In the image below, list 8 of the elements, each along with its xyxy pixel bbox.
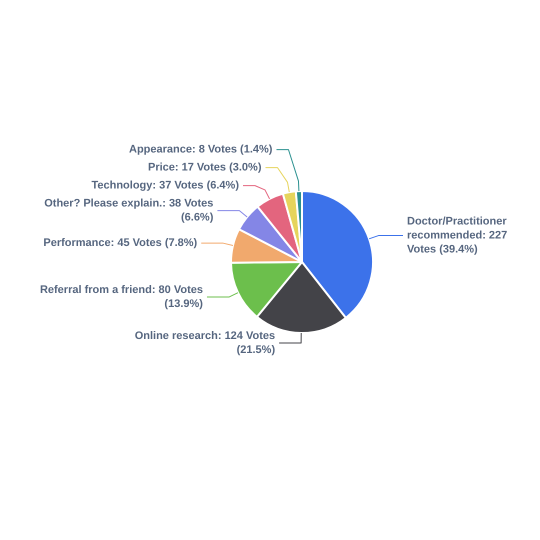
slice-label: Doctor/Practitioner recommended: 227 Votes (39.4%) <box>407 216 508 256</box>
slice-label: Technology: 37 Votes (6.4%) <box>91 180 240 192</box>
slice-label: Referral from a friend: 80 Votes (13.9%) <box>40 284 204 310</box>
slice-label: Appearance: 8 Votes (1.4%) <box>129 144 273 156</box>
slice-label: Price: 17 Votes (3.0%) <box>148 162 262 174</box>
slice-label: Online research: 124 Votes (21.5%) <box>134 330 276 356</box>
slice-label: Other? Please explain.: 38 Votes (6.6%) <box>44 198 214 224</box>
slice-label: Performance: 45 Votes (7.8%) <box>43 237 198 250</box>
